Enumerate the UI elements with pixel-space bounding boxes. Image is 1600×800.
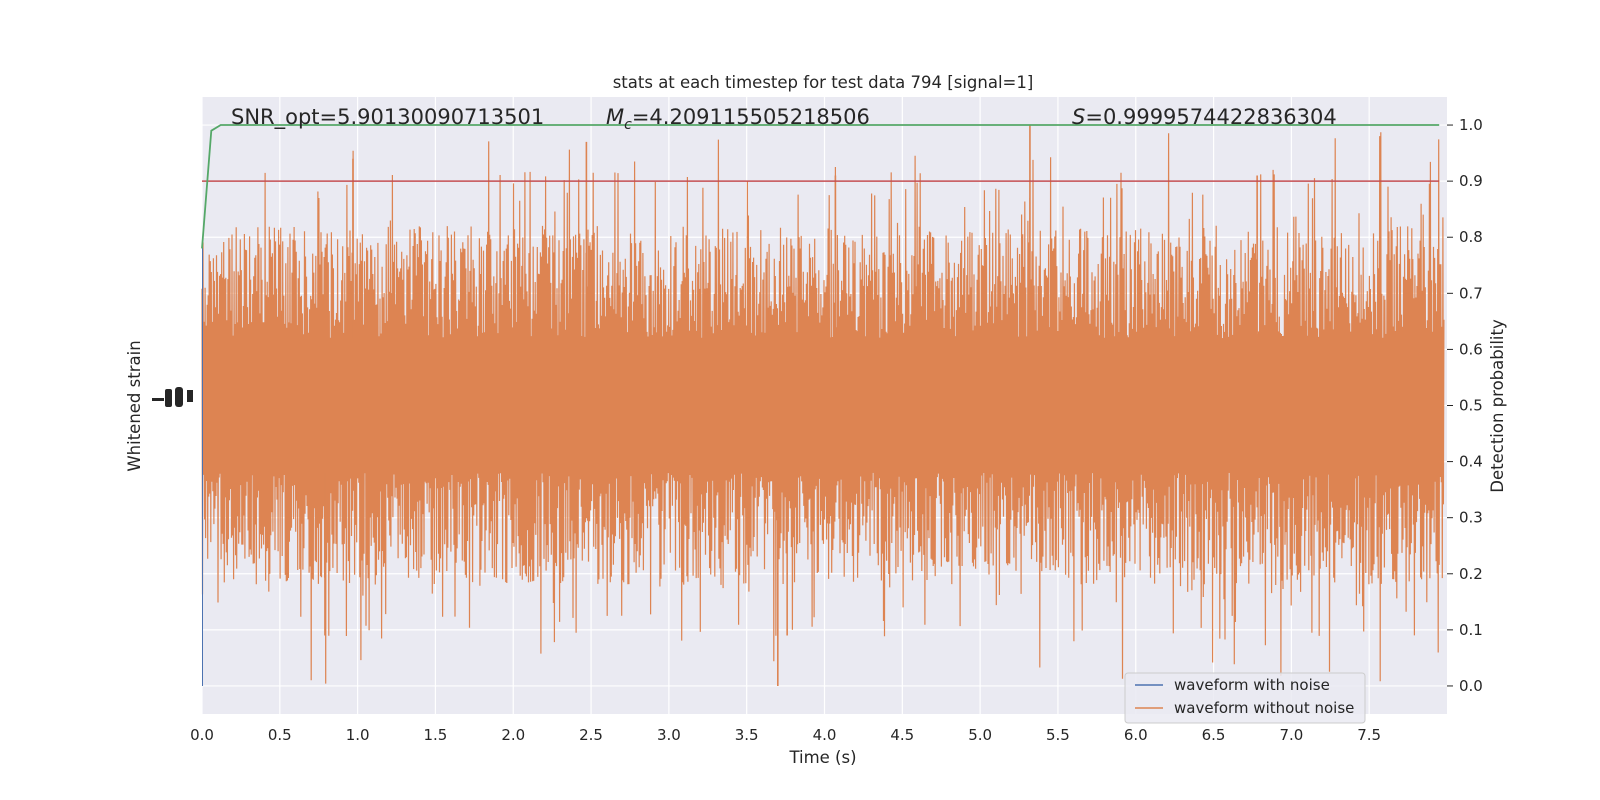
mc-value: =4.209115505218506 [632, 105, 870, 129]
x-tick-label: 4.0 [813, 726, 837, 744]
mc-annotation: Mc=4.209115505218506 [606, 105, 870, 133]
waveform-without-noise-line [201, 132, 1445, 684]
s-symbol: S [1072, 105, 1085, 129]
y-tick-label: 0.8 [1459, 228, 1483, 246]
y-tick-label: 0.4 [1459, 453, 1483, 471]
y-tick-label: 0.1 [1459, 621, 1483, 639]
y-tick-label: 0.9 [1459, 172, 1483, 190]
legend-box [1124, 672, 1366, 724]
y-tick-label: 0.0 [1459, 677, 1483, 695]
x-tick-label: 2.0 [501, 726, 525, 744]
y-tick-label: 1.0 [1459, 116, 1483, 134]
mc-symbol: M [606, 105, 624, 129]
y-tick-label: 0.2 [1459, 565, 1483, 583]
detection-probability-line [201, 124, 1440, 249]
x-tick-label: 7.0 [1279, 726, 1303, 744]
s-value: =0.9999574422836304 [1085, 105, 1336, 129]
chart-title: stats at each timestep for test data 794… [613, 73, 1034, 92]
x-tick-label: 4.5 [890, 726, 914, 744]
legend: waveform with noise waveform without noi… [1124, 672, 1366, 724]
x-tick-label: 0.0 [190, 726, 214, 744]
x-tick-label: 7.5 [1357, 726, 1381, 744]
legend-label-with-noise: waveform with noise [1174, 676, 1330, 694]
y-tick-label: 0.6 [1459, 340, 1483, 358]
x-tick-label: 6.5 [1202, 726, 1226, 744]
x-tick-label: 3.0 [657, 726, 681, 744]
waveform-dense-band [202, 338, 1444, 473]
x-tick-label: 1.5 [424, 726, 448, 744]
s-annotation: S=0.9999574422836304 [1072, 105, 1337, 129]
y-tick-label: 0.5 [1459, 397, 1483, 415]
series-waveform-without-noise [201, 125, 1445, 686]
y-axis-label-right: Detection probability [1488, 319, 1507, 493]
x-tick-label: 1.0 [346, 726, 370, 744]
series-detection-probability [201, 124, 1440, 249]
legend-label-without-noise: waveform without noise [1174, 699, 1354, 717]
x-tick-label: 5.0 [968, 726, 992, 744]
x-tick-label: 2.5 [579, 726, 603, 744]
x-tick-label: 5.5 [1046, 726, 1070, 744]
y-ticks-right: 0.0 0.1 0.2 0.3 0.4 0.5 0.6 0.7 0.8 0.9 1.0 [1447, 116, 1483, 695]
x-tick-label: 3.5 [735, 726, 759, 744]
snr-annotation: SNR_opt=5.90130090713501 [231, 105, 544, 130]
y-axis-label-left: Whitened strain [125, 340, 144, 471]
x-axis-label: Time (s) [788, 748, 856, 767]
x-tick-label: 6.0 [1124, 726, 1148, 744]
mc-subscript: c [624, 117, 632, 133]
left-axis-tick-cluster [152, 387, 193, 407]
y-tick-label: 0.7 [1459, 284, 1483, 302]
x-tick-label: 0.5 [268, 726, 292, 744]
x-ticks: 0.0 0.5 1.0 1.5 2.0 2.5 3.0 3.5 4.0 4.5 5.0 5.5 6.0 6… [190, 726, 1381, 744]
y-tick-label: 0.3 [1459, 509, 1483, 527]
